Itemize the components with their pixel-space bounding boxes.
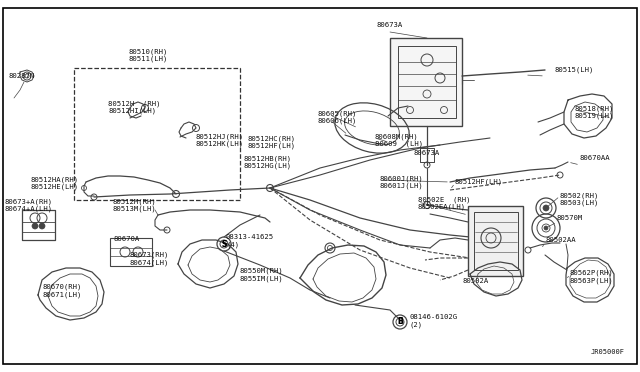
Text: 80670AA: 80670AA	[580, 155, 611, 161]
Bar	[474, 212, 518, 270]
Text: 80502A: 80502A	[463, 278, 489, 284]
Text: 08146-6102G
(2): 08146-6102G (2)	[410, 314, 458, 327]
Text: 08313-41625
(4): 08313-41625 (4)	[226, 234, 274, 247]
Text: 80512HB(RH)
80512HG(LH): 80512HB(RH) 80512HG(LH)	[243, 155, 291, 169]
Text: 80515(LH): 80515(LH)	[555, 67, 595, 73]
Text: 80512HF(LH): 80512HF(LH)	[455, 178, 503, 185]
Text: 80512M(RH)
80513M(LH): 80512M(RH) 80513M(LH)	[112, 198, 156, 212]
Text: 80287N: 80287N	[8, 73, 35, 79]
Text: 80670A: 80670A	[113, 236, 140, 242]
Text: 80608M(RH)
80609  (LH): 80608M(RH) 80609 (LH)	[375, 133, 423, 147]
Circle shape	[32, 223, 38, 229]
Text: 80502AA: 80502AA	[546, 237, 577, 243]
Bar	[74, 68, 240, 200]
Text: 80600J(RH)
80601J(LH): 80600J(RH) 80601J(LH)	[380, 175, 424, 189]
Text: 80562P(RH)
80563P(LH): 80562P(RH) 80563P(LH)	[570, 270, 614, 284]
Text: S: S	[221, 240, 227, 248]
Text: 80512HC(RH)
80512HF(LH): 80512HC(RH) 80512HF(LH)	[248, 135, 296, 149]
Text: 80502(RH)
80503(LH): 80502(RH) 80503(LH)	[560, 192, 600, 206]
Text: 80605(RH)
80606(LH): 80605(RH) 80606(LH)	[318, 110, 357, 124]
Text: 80512HA(RH)
80512HE(LH): 80512HA(RH) 80512HE(LH)	[30, 176, 78, 190]
Text: 80512HJ(RH)
80512HK(LH): 80512HJ(RH) 80512HK(LH)	[196, 133, 244, 147]
Circle shape	[544, 226, 548, 230]
Text: 80502E  (RH)
80502EA(LH): 80502E (RH) 80502EA(LH)	[418, 196, 470, 210]
Text: 80673+A(RH)
80674+A(LH): 80673+A(RH) 80674+A(LH)	[4, 198, 52, 212]
Text: 80550M(RH)
8055IM(LH): 80550M(RH) 8055IM(LH)	[240, 268, 284, 282]
Circle shape	[543, 205, 549, 211]
Text: 80518(RH)
80519(LH): 80518(RH) 80519(LH)	[575, 105, 614, 119]
Text: 80670(RH)
80671(LH): 80670(RH) 80671(LH)	[42, 284, 81, 298]
Text: B: B	[397, 317, 403, 327]
Bar	[110, 238, 152, 266]
Text: JR05000F: JR05000F	[591, 349, 625, 355]
Text: B: B	[397, 317, 403, 327]
Text: 80673(RH)
80674(LH): 80673(RH) 80674(LH)	[130, 252, 170, 266]
Text: 80673A: 80673A	[414, 150, 440, 156]
Circle shape	[39, 223, 45, 229]
Text: 80510(RH)
80511(LH): 80510(RH) 80511(LH)	[128, 48, 168, 62]
Bar	[390, 38, 462, 126]
Text: S: S	[221, 240, 227, 248]
Bar	[468, 206, 523, 276]
Text: 80512H  (RH)
80512HI(LH): 80512H (RH) 80512HI(LH)	[108, 100, 161, 114]
Bar	[398, 46, 456, 118]
Text: 80673A: 80673A	[377, 22, 403, 28]
Text: 80570M: 80570M	[557, 215, 583, 221]
